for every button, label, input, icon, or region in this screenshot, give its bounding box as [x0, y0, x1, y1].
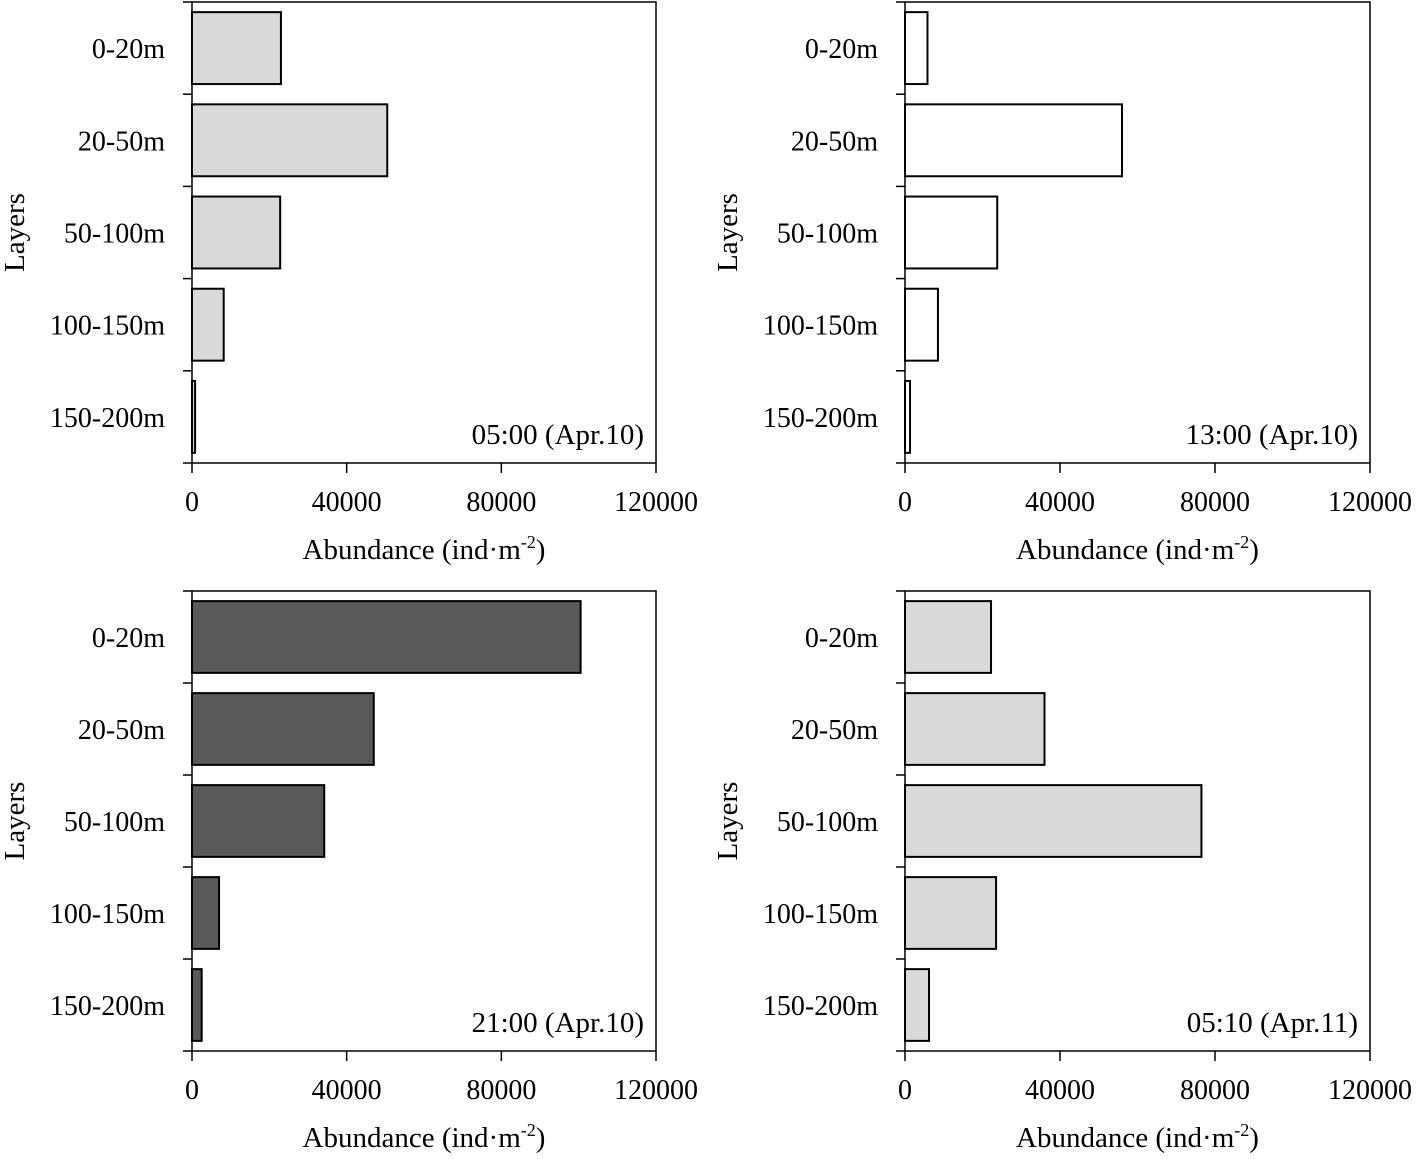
- x-tick-label: 80000: [1180, 1075, 1250, 1106]
- y-tick-label: 50-100m: [777, 807, 878, 838]
- y-tick-label: 20-50m: [78, 715, 165, 746]
- y-tick-label: 100-150m: [50, 899, 165, 930]
- x-tick-label: 0: [898, 487, 912, 518]
- x-axis-label: Abundance (ind·m-2): [1016, 532, 1259, 566]
- x-axis-label-close: ): [1249, 534, 1259, 566]
- time-annotation: 05:10 (Apr.11): [1187, 1007, 1358, 1039]
- bar-0-20m: [904, 600, 993, 674]
- y-tick-label: 0-20m: [805, 623, 878, 654]
- x-tick-label: 40000: [312, 1075, 382, 1106]
- bar-150-200m: [904, 968, 931, 1042]
- bar-0-20m: [191, 600, 582, 674]
- y-tick-label: 20-50m: [791, 126, 878, 157]
- y-axis-label: Layers: [712, 782, 744, 861]
- x-axis-label: Abundance (ind·m-2): [303, 1120, 546, 1154]
- x-tick-label: 120000: [1328, 487, 1412, 518]
- bar-0-20m: [191, 11, 282, 86]
- y-tick-label: 20-50m: [78, 126, 165, 157]
- x-axis-label-superscript: -2: [521, 1120, 536, 1140]
- y-tick-label: 100-150m: [50, 311, 165, 342]
- x-axis-label-close: ): [536, 534, 546, 566]
- x-tick-label: 0: [185, 1075, 199, 1106]
- panel-4: 0-20m 20-50m 50-100m 100-150m 150-200m 0 40000…: [712, 590, 1412, 1154]
- bar-100-150m: [904, 287, 939, 362]
- time-annotation: 13:00 (Apr.10): [1186, 419, 1358, 451]
- y-tick-label: 0-20m: [92, 623, 165, 654]
- x-axis-label-close: ): [1249, 1122, 1259, 1154]
- panel-2: 0-20m 20-50m 50-100m 100-150m 150-200m 0 40000…: [712, 1, 1412, 566]
- bar-100-150m: [904, 876, 998, 950]
- plot-frame: [191, 590, 657, 1052]
- x-axis-label-superscript: -2: [1234, 532, 1249, 552]
- x-axis-label: Abundance (ind·m-2): [303, 532, 546, 566]
- bar-50-100m: [191, 784, 326, 858]
- bar-100-150m: [191, 287, 225, 362]
- x-axis-label-main: Abundance (ind·m: [1016, 534, 1235, 566]
- bar-150-200m: [904, 379, 912, 454]
- y-tick-label: 50-100m: [777, 219, 878, 250]
- y-axis-label: Layers: [0, 193, 31, 272]
- x-axis-label-main: Abundance (ind·m: [303, 1122, 522, 1154]
- x-axis-label-superscript: -2: [521, 532, 536, 552]
- bar-0-20m: [904, 11, 929, 86]
- y-tick-label: 50-100m: [64, 807, 165, 838]
- x-axis-label-superscript: -2: [1234, 1120, 1249, 1140]
- plot-frame: [904, 1, 1371, 464]
- bar-50-100m: [904, 784, 1203, 858]
- x-axis-label: Abundance (ind·m-2): [1016, 1120, 1259, 1154]
- bar-50-100m: [191, 195, 282, 270]
- y-tick-label: 50-100m: [64, 219, 165, 250]
- x-tick-label: 40000: [1025, 487, 1095, 518]
- panel-1: 0-20m 20-50m 50-100m 100-150m 150-200m 0 40000…: [0, 1, 698, 566]
- x-axis-label-main: Abundance (ind·m: [303, 534, 522, 566]
- time-annotation: 05:00 (Apr.10): [472, 419, 644, 451]
- x-tick-label: 80000: [466, 487, 536, 518]
- x-tick-label: 0: [185, 487, 199, 518]
- bar-100-150m: [191, 876, 221, 950]
- y-tick-label: 100-150m: [763, 899, 878, 930]
- y-tick-label: 150-200m: [763, 991, 878, 1022]
- x-tick-label: 40000: [312, 487, 382, 518]
- bar-20-50m: [191, 692, 375, 766]
- y-tick-label: 100-150m: [763, 311, 878, 342]
- y-tick-label: 150-200m: [763, 403, 878, 434]
- bar-150-200m: [191, 968, 203, 1042]
- bar-20-50m: [904, 692, 1046, 766]
- y-axis-label: Layers: [0, 782, 31, 861]
- x-axis-label-close: ): [536, 1122, 546, 1154]
- bar-20-50m: [191, 103, 389, 178]
- x-tick-label: 120000: [614, 487, 698, 518]
- y-tick-label: 20-50m: [791, 715, 878, 746]
- bar-50-100m: [904, 195, 999, 270]
- plot-frame: [191, 1, 657, 464]
- x-tick-label: 0: [898, 1075, 912, 1106]
- y-tick-label: 150-200m: [50, 991, 165, 1022]
- x-tick-label: 120000: [614, 1075, 698, 1106]
- y-tick-label: 0-20m: [92, 34, 165, 65]
- y-axis-label: Layers: [712, 193, 744, 272]
- x-tick-label: 80000: [466, 1075, 536, 1106]
- panel-3: 0-20m 20-50m 50-100m 100-150m 150-200m 0 40000…: [0, 590, 698, 1154]
- x-axis-label-main: Abundance (ind·m: [1016, 1122, 1235, 1154]
- plot-frame: [904, 590, 1371, 1052]
- x-tick-label: 40000: [1025, 1075, 1095, 1106]
- x-tick-label: 80000: [1180, 487, 1250, 518]
- bar-20-50m: [904, 103, 1123, 178]
- x-tick-label: 120000: [1328, 1075, 1412, 1106]
- y-tick-label: 0-20m: [805, 34, 878, 65]
- y-tick-label: 150-200m: [50, 403, 165, 434]
- time-annotation: 21:00 (Apr.10): [472, 1007, 644, 1039]
